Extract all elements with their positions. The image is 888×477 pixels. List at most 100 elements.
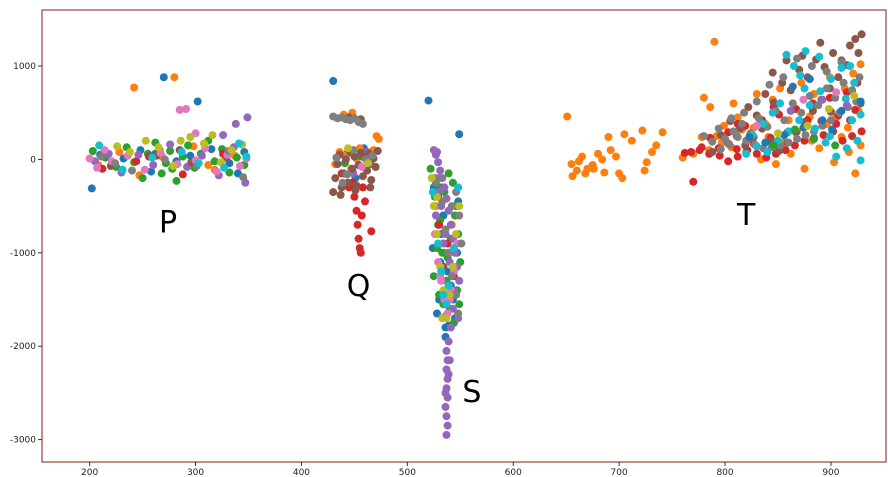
data-point	[348, 164, 357, 173]
data-point	[805, 75, 814, 84]
data-point	[825, 132, 834, 141]
x-tick-label: 200	[81, 468, 98, 477]
data-point	[212, 167, 221, 176]
data-point	[441, 225, 450, 234]
data-point	[781, 146, 790, 155]
data-point	[752, 149, 761, 158]
data-point	[354, 234, 363, 243]
data-point	[851, 105, 860, 114]
data-point	[581, 169, 590, 178]
data-point	[227, 146, 236, 155]
data-point	[786, 106, 795, 115]
data-point	[157, 169, 166, 178]
data-point	[826, 116, 835, 125]
data-point	[141, 136, 150, 145]
data-point	[426, 164, 435, 173]
data-point	[434, 158, 443, 167]
data-point	[843, 123, 852, 132]
data-point	[220, 163, 229, 172]
data-point	[846, 62, 854, 70]
data-point	[642, 158, 651, 167]
data-point	[648, 148, 656, 156]
x-tick-label: 500	[399, 468, 416, 477]
data-point	[438, 197, 447, 206]
data-point	[744, 103, 753, 112]
data-point	[160, 155, 169, 164]
data-point	[732, 145, 741, 154]
data-point	[172, 176, 181, 185]
data-point	[438, 248, 447, 257]
data-point	[856, 156, 865, 165]
data-point	[178, 170, 187, 179]
data-point	[687, 148, 696, 156]
data-point	[724, 157, 733, 166]
data-point	[452, 230, 461, 239]
data-point	[446, 220, 455, 229]
data-point	[857, 127, 866, 136]
data-point	[128, 166, 136, 175]
data-point	[714, 124, 723, 133]
data-point	[706, 103, 715, 112]
data-point	[88, 147, 97, 155]
data-point	[353, 220, 362, 229]
data-point	[600, 168, 609, 177]
data-point	[357, 162, 366, 171]
data-point	[849, 69, 858, 78]
data-point	[367, 227, 376, 236]
data-point	[443, 421, 452, 430]
data-point	[797, 108, 806, 117]
data-point	[442, 412, 451, 421]
data-point	[832, 152, 841, 161]
data-point	[819, 131, 828, 140]
data-point	[816, 87, 825, 96]
data-point	[364, 159, 373, 168]
data-point	[243, 113, 252, 122]
data-point	[771, 160, 780, 169]
data-point	[816, 38, 825, 47]
data-point	[166, 147, 175, 155]
data-point	[699, 132, 708, 141]
data-point	[790, 141, 799, 150]
data-point	[793, 134, 801, 143]
data-point	[219, 131, 228, 140]
data-point	[842, 101, 851, 110]
data-point	[856, 60, 865, 69]
data-point	[856, 97, 865, 106]
data-point	[97, 152, 106, 161]
data-point	[442, 300, 451, 309]
data-point	[361, 197, 369, 206]
data-point	[708, 137, 717, 146]
data-point	[447, 202, 456, 211]
data-point	[429, 202, 438, 211]
y-axis-ticks: 1000 0 -1000 -2000 -3000	[10, 62, 42, 446]
data-point	[442, 430, 451, 439]
data-point	[856, 110, 865, 119]
data-point	[207, 145, 216, 154]
data-point	[725, 140, 734, 149]
data-point	[689, 177, 698, 186]
data-point	[815, 144, 824, 153]
x-tick-label: 700	[611, 468, 628, 477]
data-point	[455, 300, 464, 309]
data-point	[85, 154, 94, 163]
data-point	[790, 125, 799, 134]
data-point	[134, 150, 143, 159]
data-point	[782, 50, 791, 59]
data-point	[333, 160, 342, 169]
data-point	[572, 166, 581, 175]
data-point	[742, 149, 751, 158]
data-point	[184, 141, 193, 150]
data-point	[841, 94, 850, 103]
data-point	[200, 139, 208, 148]
data-point	[431, 211, 440, 220]
data-point	[350, 192, 359, 201]
data-point	[444, 169, 453, 178]
data-point	[442, 346, 451, 355]
data-point	[427, 174, 436, 183]
data-point	[454, 309, 463, 318]
data-point	[447, 272, 456, 281]
data-point	[448, 262, 457, 271]
data-point	[837, 58, 846, 67]
data-point	[780, 116, 789, 125]
